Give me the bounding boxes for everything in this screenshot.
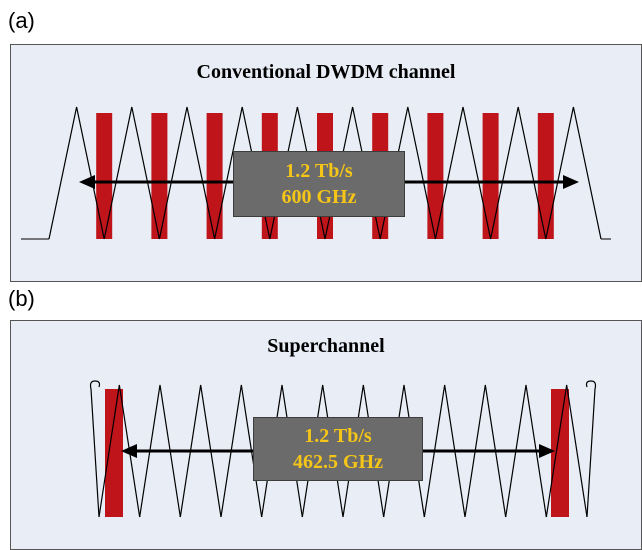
panel-a-rate-box: 1.2 Tb/s 600 GHz <box>233 151 405 217</box>
panel-a-rate: 1.2 Tb/s <box>285 160 353 182</box>
panel-a: Conventional DWDM channel 1.2 Tb/s 600 G… <box>10 44 642 282</box>
edge-curl-left <box>89 380 101 518</box>
span-arrow-head-right <box>563 175 579 189</box>
carrier-bar <box>105 389 123 517</box>
panel-b-rate: 1.2 Tb/s <box>304 425 372 447</box>
edge-curl-right <box>585 380 597 518</box>
carrier-bar <box>537 113 554 239</box>
carrier-bar <box>427 113 444 239</box>
subcarrier-spectrum <box>179 384 222 518</box>
panel-b: Superchannel 1.2 Tb/s 462.5 GHz <box>10 320 642 550</box>
panel-a-bandwidth: 600 GHz <box>281 186 357 208</box>
carrier-bar <box>551 389 569 517</box>
channel-spectrum <box>158 106 216 240</box>
panel-b-rate-box: 1.2 Tb/s 462.5 GHz <box>253 417 423 481</box>
subcarrier-spectrum <box>464 384 507 518</box>
span-arrow-head-right <box>539 444 555 458</box>
channel-spectrum <box>48 106 105 240</box>
span-arrow-head-left <box>79 175 95 189</box>
span-arrow-head-left <box>121 444 137 458</box>
subcarrier-spectrum <box>139 384 181 518</box>
carrier-bar <box>151 113 168 239</box>
channel-spectrum <box>545 106 602 240</box>
subcarrier-spectrum <box>505 384 547 518</box>
subcarrier-spectrum <box>545 384 588 518</box>
channel-spectrum <box>434 106 492 240</box>
carrier-bar <box>96 113 113 239</box>
channel-spectrum <box>490 106 547 240</box>
carrier-bar <box>482 113 499 239</box>
panel-a-title: Conventional DWDM channel <box>196 61 456 83</box>
panel-b-bandwidth: 462.5 GHz <box>293 451 383 473</box>
channel-spectrum <box>103 106 160 240</box>
panel-b-title: Superchannel <box>267 335 385 357</box>
panel-a-label: (a) <box>8 8 35 33</box>
carrier-bar <box>206 113 223 239</box>
subcarrier-spectrum <box>98 384 141 518</box>
panel-b-label: (b) <box>8 286 35 311</box>
subcarrier-spectrum <box>423 384 466 518</box>
